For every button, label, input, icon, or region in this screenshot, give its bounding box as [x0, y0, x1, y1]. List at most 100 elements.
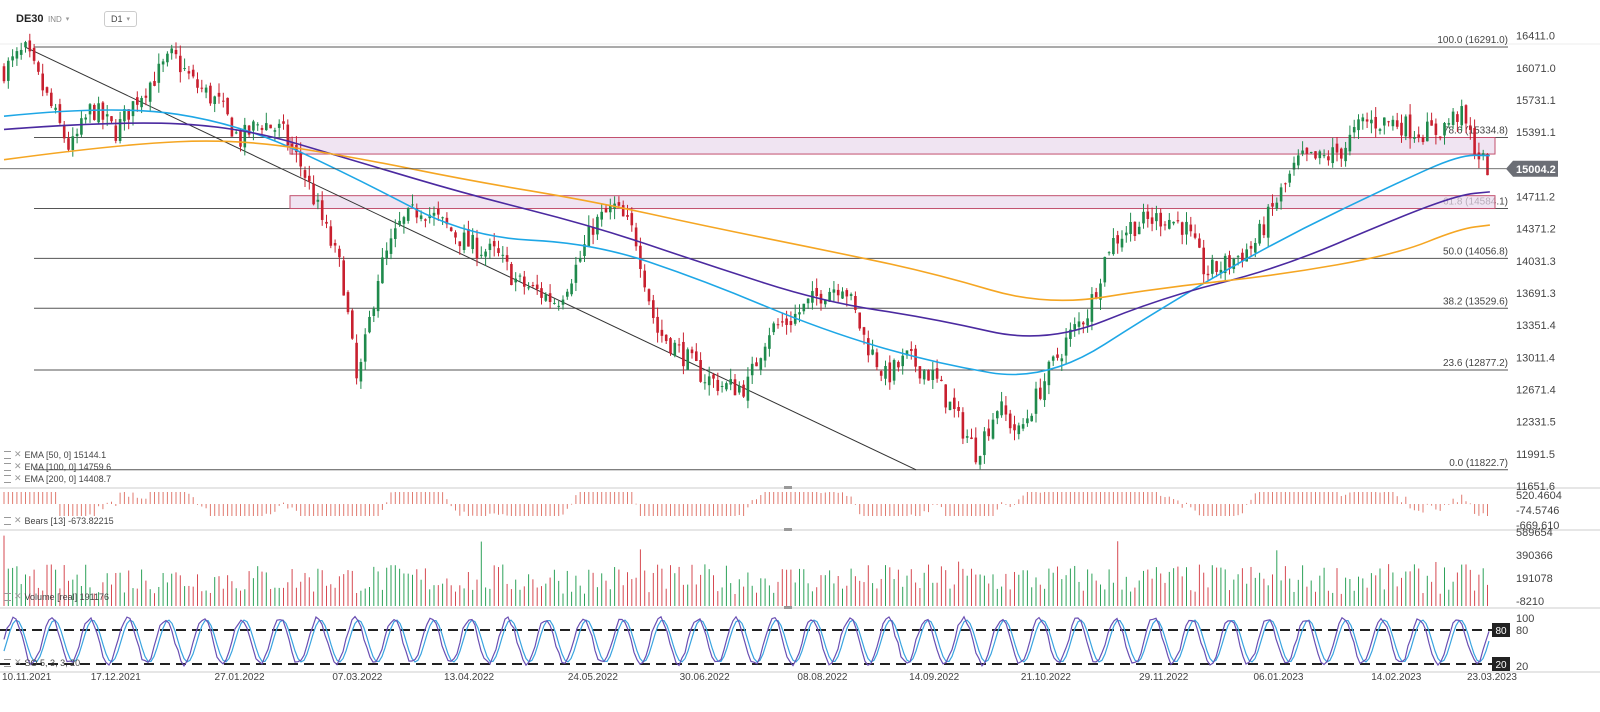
bears-bar: [1078, 492, 1080, 504]
volume-bar: [730, 583, 732, 606]
volume-bar: [794, 582, 796, 606]
volume-bar: [1061, 579, 1063, 606]
volume-bar: [816, 587, 818, 606]
bears-bar: [1293, 492, 1295, 504]
bears-bar: [1134, 492, 1136, 504]
candle-body: [639, 245, 642, 269]
bears-bar: [850, 496, 852, 504]
panel-resize-handle[interactable]: [784, 528, 792, 531]
indicator-label-ema200[interactable]: ✕ EMA [200, 0] 14408.7: [4, 473, 111, 484]
volume-bar: [592, 572, 594, 606]
candle-body: [1473, 128, 1476, 155]
volume-bar: [218, 576, 220, 606]
candle-body: [105, 114, 109, 117]
indicator-label-ema100[interactable]: ✕ EMA [100, 0] 14759.6: [4, 461, 111, 472]
volume-bar: [132, 588, 134, 606]
candle-body: [1094, 292, 1098, 298]
candle-body: [1417, 134, 1420, 139]
candle-body: [961, 412, 965, 439]
volume-bar: [1181, 576, 1183, 606]
volume-bar: [553, 569, 555, 606]
indicator-label-stoch[interactable]: ✕ SO 5, 3, 3, 20: [4, 657, 80, 668]
symbol-label[interactable]: DE30: [16, 13, 44, 25]
volume-bar: [1426, 575, 1428, 606]
volume-bar: [154, 593, 155, 606]
candle-body: [1481, 153, 1485, 157]
bears-bar: [119, 492, 121, 504]
bears-bar: [231, 504, 233, 516]
candle-body: [1163, 224, 1167, 226]
bears-bar: [1044, 492, 1046, 504]
bears-bar: [1026, 492, 1028, 504]
candle-body: [1486, 153, 1489, 176]
bears-bar: [768, 492, 770, 504]
bears-bar: [764, 492, 766, 504]
bears-bar: [1082, 492, 1084, 504]
volume-bar: [364, 588, 366, 606]
volume-bar: [1095, 580, 1097, 606]
bears-bar: [1095, 492, 1097, 504]
list-icon[interactable]: [4, 474, 11, 483]
bears-bar: [747, 504, 749, 508]
bears-bar: [1091, 492, 1093, 504]
list-icon[interactable]: [4, 462, 11, 471]
close-icon[interactable]: ✕: [14, 473, 22, 483]
indicator-label-ema50[interactable]: ✕ EMA [50, 0] 15144.1: [4, 449, 106, 460]
bears-bar: [93, 504, 95, 516]
bears-bar: [498, 504, 499, 515]
candle-body: [1421, 137, 1425, 143]
volume-bar: [1259, 572, 1261, 606]
list-icon[interactable]: [4, 658, 11, 667]
list-icon[interactable]: [4, 516, 11, 525]
list-icon[interactable]: [4, 592, 11, 601]
close-icon[interactable]: ✕: [14, 449, 22, 459]
candle-body: [140, 97, 143, 108]
candle-body: [67, 138, 70, 150]
list-icon[interactable]: [4, 450, 11, 459]
bears-bar: [846, 495, 848, 504]
last-price-tag: [1506, 160, 1558, 177]
bears-bar: [910, 504, 912, 515]
candle-body: [385, 250, 388, 259]
time-axis-tick: 17.12.2021: [91, 672, 141, 683]
bears-bar: [283, 502, 284, 504]
candle-body: [1456, 114, 1459, 122]
volume-bar: [777, 581, 779, 606]
close-icon[interactable]: ✕: [14, 461, 22, 471]
volume-bar: [80, 585, 82, 606]
candle-body: [303, 170, 307, 178]
timeframe-select[interactable]: D1 ▾: [104, 11, 138, 27]
volume-bar: [936, 582, 938, 606]
bears-bar: [584, 492, 585, 504]
candle-body: [1064, 337, 1068, 356]
candle-body: [32, 47, 36, 61]
bears-bar: [1267, 492, 1269, 504]
close-icon[interactable]: ✕: [14, 515, 22, 525]
symbol-type-label[interactable]: IND ▾: [48, 11, 69, 27]
candle-body: [1021, 424, 1025, 429]
bears-bar: [1061, 492, 1063, 504]
volume-bar: [1211, 565, 1213, 606]
indicator-label-bears[interactable]: ✕ Bears [13] -673.82215: [4, 515, 114, 526]
chevron-down-icon[interactable]: ▾: [65, 16, 70, 23]
indicator-label-volume[interactable]: ✕ Volume [real] 191176: [4, 591, 109, 602]
close-icon[interactable]: ✕: [14, 591, 22, 601]
bears-bar: [919, 504, 921, 516]
candle-body: [329, 226, 333, 246]
volume-bar: [1031, 587, 1033, 606]
panel-resize-handle[interactable]: [784, 606, 792, 609]
bears-value: -673.82215: [68, 515, 114, 526]
volume-bar: [652, 572, 654, 606]
bears-bar: [605, 492, 607, 504]
candle-body: [75, 133, 79, 137]
candle-body: [905, 350, 909, 356]
candle-body: [217, 92, 221, 97]
panel-resize-handle[interactable]: [784, 486, 792, 489]
candle-body: [41, 73, 44, 91]
close-icon[interactable]: ✕: [14, 657, 22, 667]
candle-body: [978, 456, 982, 465]
bears-bar: [648, 504, 650, 516]
volume-bar: [123, 592, 125, 606]
candle-body: [1017, 425, 1021, 435]
